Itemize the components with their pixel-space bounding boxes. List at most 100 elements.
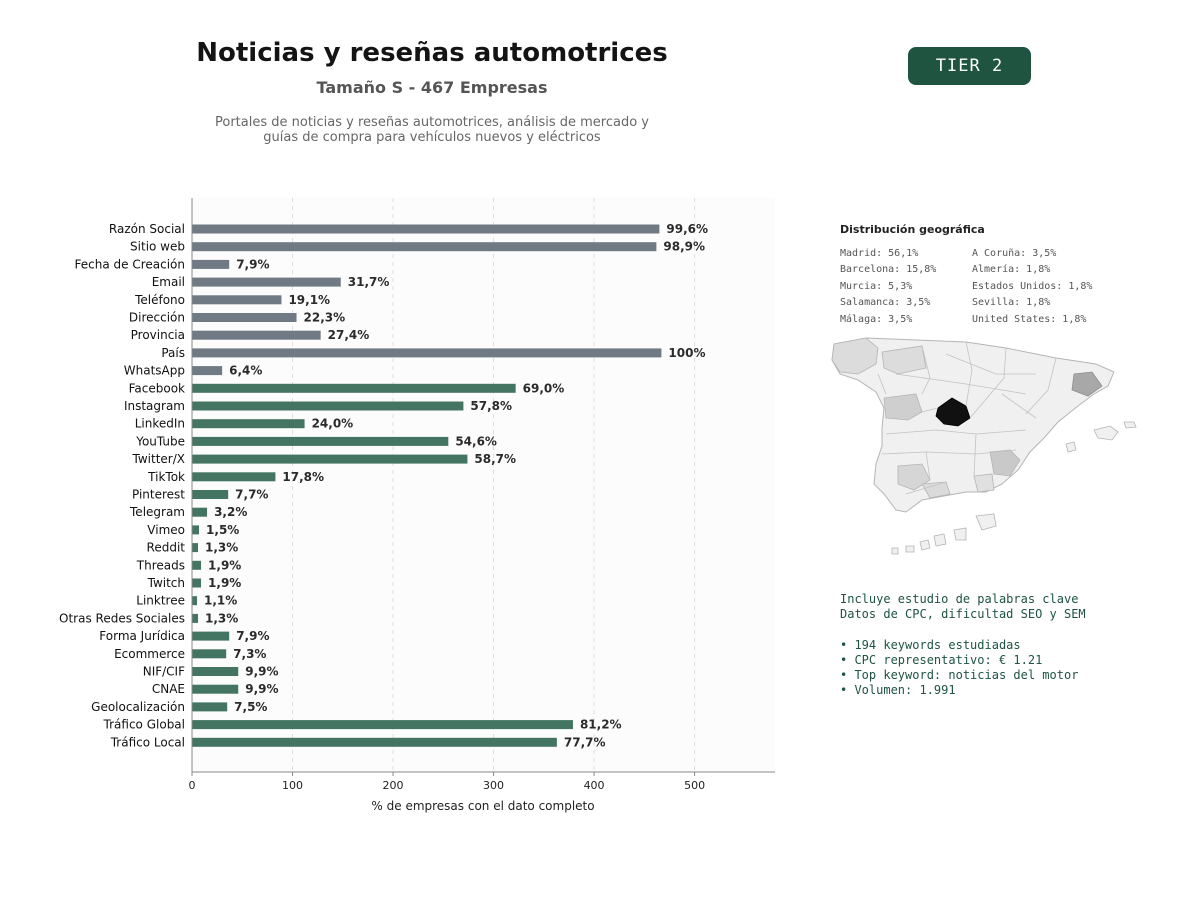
map-north-province — [881, 345, 927, 375]
category-label: Geolocalización — [91, 700, 185, 714]
bar — [192, 613, 199, 623]
geo-item: Murcia: 5,3% — [840, 280, 913, 292]
keywords-spacer — [840, 622, 1086, 638]
data-label: 9,9% — [245, 682, 278, 696]
category-label: NIF/CIF — [143, 665, 185, 679]
x-tick-label: 0 — [189, 779, 196, 792]
data-label: 100% — [668, 346, 705, 360]
data-label: 7,5% — [234, 700, 267, 714]
data-label: 7,7% — [235, 488, 268, 502]
data-label: 1,9% — [208, 558, 241, 572]
bar — [192, 578, 202, 588]
data-label: 81,2% — [580, 718, 622, 732]
data-label: 7,9% — [236, 257, 269, 271]
keyword-bullet: • CPC representativo: € 1.21 — [840, 653, 1043, 667]
bar — [192, 525, 200, 535]
keywords-panel: Incluye estudio de palabras clave Datos … — [840, 592, 1086, 698]
map-salamanca — [883, 393, 923, 421]
bar — [192, 348, 662, 358]
bar — [192, 596, 198, 606]
category-label: Facebook — [129, 381, 185, 395]
bar — [192, 472, 276, 482]
category-label: Dirección — [129, 311, 185, 325]
map-balearic-mallorca — [1093, 425, 1119, 441]
category-label: Threads — [136, 558, 185, 572]
completeness-bar-chart: Razón Social 99,6% Sitio web 98,9% Fecha de … — [59, 198, 775, 813]
category-label: WhatsApp — [124, 364, 185, 378]
data-label: 77,7% — [564, 735, 606, 749]
map-balearic-ibiza — [1065, 441, 1077, 453]
map-balearic-menorca — [1123, 421, 1137, 429]
geo-item: Madrid: 56,1% — [840, 248, 919, 259]
data-label: 99,6% — [666, 222, 708, 236]
bar — [192, 507, 208, 517]
data-label: 58,7% — [474, 452, 516, 466]
map-barcelona — [1071, 371, 1103, 397]
geo-list-column-2: A Coruña: 3,5% Almería: 1,8% Estados Uni… — [972, 246, 1092, 328]
category-label: Pinterest — [132, 488, 185, 502]
map-canary-islands — [891, 513, 997, 555]
geo-item: United States: 1,8% — [972, 313, 1087, 325]
tier-badge: TIER 2 — [908, 47, 1031, 85]
category-label: CNAE — [152, 682, 185, 696]
data-label: 69,0% — [523, 381, 565, 395]
bar — [192, 366, 223, 376]
bar — [192, 277, 341, 287]
geo-item: Barcelona: 15,8% — [840, 264, 937, 276]
bar — [192, 242, 657, 252]
geo-item: Málaga: 3,5% — [840, 313, 913, 325]
data-label: 27,4% — [328, 328, 370, 342]
category-label: Provincia — [131, 328, 185, 342]
data-label: 1,3% — [205, 541, 238, 555]
bar — [192, 737, 557, 747]
spain-provinces-map — [831, 337, 1137, 555]
bar — [192, 401, 464, 411]
category-label: Teléfono — [134, 293, 185, 307]
keyword-bullet: • Top keyword: noticias del motor — [840, 668, 1079, 682]
data-label: 17,8% — [282, 470, 324, 484]
data-label: 9,9% — [245, 665, 278, 679]
data-label: 1,9% — [208, 576, 241, 590]
map-sevilla — [897, 463, 931, 491]
category-label: LinkedIn — [135, 417, 185, 431]
x-tick-label: 100 — [282, 779, 303, 792]
bar — [192, 631, 230, 641]
bar — [192, 684, 239, 694]
keyword-bullet: • 194 keywords estudiadas — [840, 638, 1021, 652]
bar — [192, 720, 573, 730]
category-label: Tráfico Global — [103, 718, 185, 732]
plot-background — [192, 198, 775, 772]
page-subtitle: Tamaño S - 467 Empresas — [316, 78, 548, 97]
data-label: 1,1% — [204, 594, 237, 608]
map-murcia — [989, 449, 1021, 477]
bar — [192, 702, 228, 712]
data-label: 6,4% — [229, 364, 262, 378]
category-label: Reddit — [147, 541, 186, 555]
x-ticks: 0 100 200 300 400 500 — [189, 772, 705, 792]
category-label: Razón Social — [109, 222, 185, 236]
description-line-2: guías de compra para vehículos nuevos y … — [263, 130, 601, 145]
map-internal-borders — [877, 341, 1057, 495]
category-label: Fecha de Creación — [75, 257, 185, 271]
bar — [192, 454, 468, 464]
category-label: Linktree — [136, 594, 185, 608]
x-tick-label: 200 — [383, 779, 404, 792]
x-tick-label: 500 — [684, 779, 705, 792]
bar — [192, 259, 230, 269]
bar — [192, 383, 516, 393]
category-label: Forma Jurídica — [99, 629, 185, 643]
data-label: 54,6% — [455, 434, 497, 448]
category-label: YouTube — [135, 434, 185, 448]
keyword-bullet: • Volumen: 1.991 — [840, 683, 956, 697]
page-description: Portales de noticias y reseñas automotri… — [182, 115, 682, 145]
category-label: Ecommerce — [114, 647, 185, 661]
geo-item: A Coruña: 3,5% — [972, 248, 1057, 259]
bar — [192, 330, 321, 340]
map-galicia-region — [831, 337, 879, 375]
bar — [192, 560, 202, 570]
bars: Razón Social 99,6% Sitio web 98,9% Fecha de … — [59, 222, 708, 749]
category-label: Instagram — [124, 399, 185, 413]
category-label: TikTok — [147, 470, 185, 484]
category-label: Telegram — [129, 505, 185, 519]
x-tick-label: 300 — [483, 779, 504, 792]
